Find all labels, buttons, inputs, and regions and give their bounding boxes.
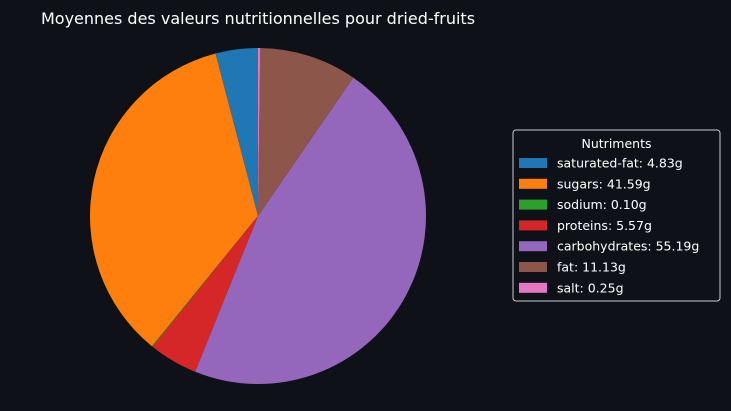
legend-swatch-saturated-fat (519, 158, 547, 168)
legend: Nutriments saturated-fat: 4.83g sugars: 4… (512, 129, 721, 302)
legend-swatch-fat (519, 262, 547, 272)
legend-label-proteins: proteins: 5.57g (557, 218, 652, 233)
legend-label-fat: fat: 11.13g (557, 260, 626, 275)
pie-slice-carbohydrates (195, 77, 426, 384)
legend-swatch-carbohydrates (519, 241, 547, 252)
legend-swatch-proteins (519, 220, 547, 231)
legend-swatch-sugars (519, 178, 547, 189)
legend-label-sodium: sodium: 0.10g (557, 197, 647, 212)
legend-swatch-salt (519, 282, 547, 293)
pie-slice-salt (258, 48, 261, 216)
legend-label-carbohydrates: carbohydrates: 55.19g (557, 239, 699, 254)
pie-slice-saturated-fat (215, 48, 258, 216)
chart-title: Moyennes des valeurs nutritionnelles pou… (41, 9, 475, 28)
legend-frame (512, 129, 721, 302)
pie-slices (89, 48, 426, 384)
pie-slice-sodium (151, 216, 258, 347)
legend-swatch-sodium (519, 199, 547, 210)
pie-slice-sugars (89, 53, 258, 347)
legend-title: Nutriments (582, 136, 652, 151)
legend-label-saturated-fat: saturated-fat: 4.83g (557, 156, 683, 171)
legend-label-sugars: sugars: 41.59g (557, 176, 651, 191)
legend-items: saturated-fat: 4.83g sugars: 41.59g sodium… (519, 156, 699, 295)
pie-slice-proteins (152, 216, 258, 372)
pie-slice-fat (258, 48, 354, 216)
legend-label-salt: salt: 0.25g (557, 280, 624, 295)
